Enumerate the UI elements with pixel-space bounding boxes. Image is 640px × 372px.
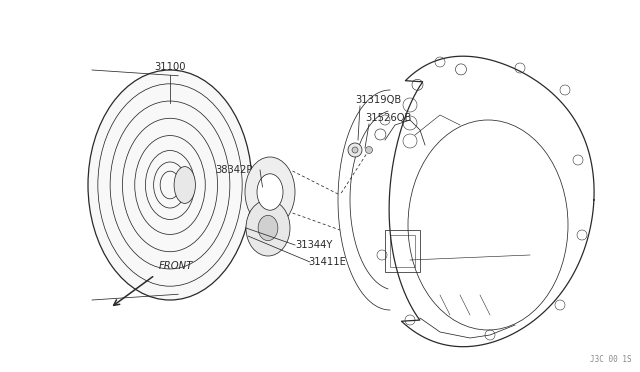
Ellipse shape bbox=[174, 167, 195, 203]
Text: 31100: 31100 bbox=[154, 62, 186, 72]
Ellipse shape bbox=[88, 70, 252, 300]
Circle shape bbox=[365, 147, 372, 154]
Circle shape bbox=[348, 143, 362, 157]
Text: FRONT: FRONT bbox=[159, 261, 193, 271]
Text: 31344Y: 31344Y bbox=[295, 240, 332, 250]
Text: J3C 00 1S: J3C 00 1S bbox=[590, 355, 632, 364]
Circle shape bbox=[352, 147, 358, 153]
Ellipse shape bbox=[258, 215, 278, 241]
Text: 31526QB: 31526QB bbox=[365, 113, 412, 123]
Ellipse shape bbox=[257, 174, 283, 210]
Text: 31319QB: 31319QB bbox=[355, 95, 401, 105]
Ellipse shape bbox=[246, 200, 290, 256]
Ellipse shape bbox=[245, 157, 295, 227]
Text: 38342P: 38342P bbox=[215, 165, 252, 175]
Text: 31411E: 31411E bbox=[308, 257, 346, 267]
